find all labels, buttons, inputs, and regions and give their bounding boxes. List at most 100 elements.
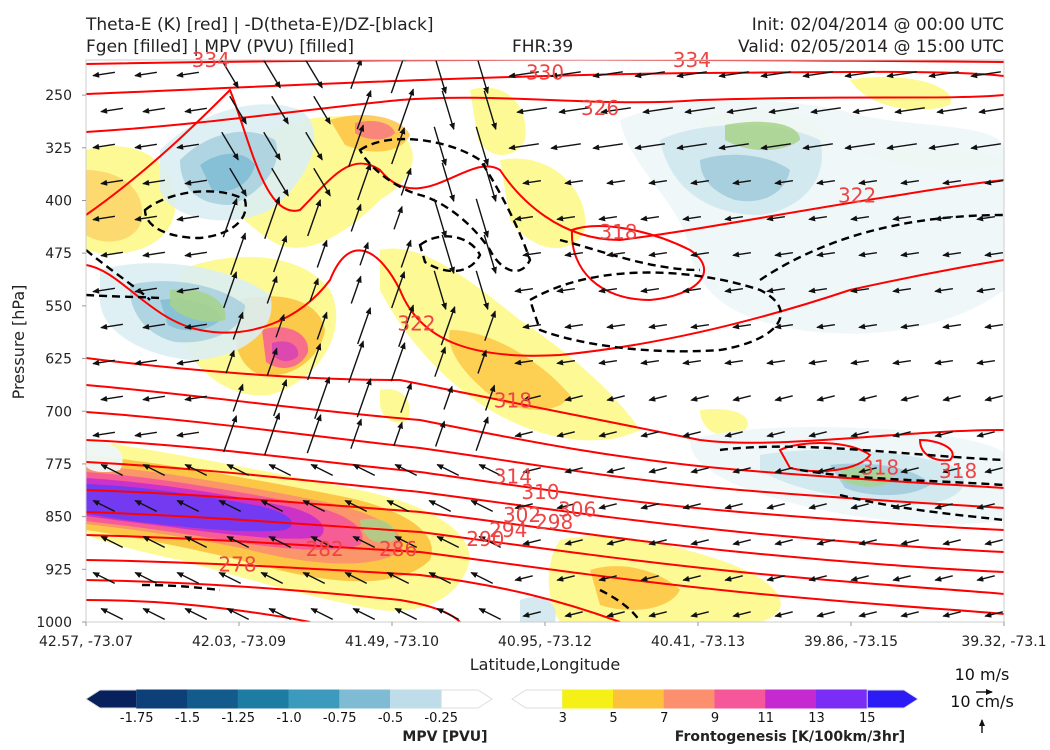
wind-vector: [134, 71, 157, 78]
wind-vector: [808, 431, 827, 438]
wind-vector: [264, 412, 281, 455]
wind-vector: [184, 395, 207, 402]
wind-vector: [816, 395, 835, 402]
wind-vector: [984, 179, 1004, 186]
wind-vector: [260, 572, 284, 584]
dthetae-contour: [759, 213, 1004, 281]
wind-vector: [394, 464, 418, 476]
wind-vector: [816, 539, 835, 546]
wind-vector: [100, 179, 123, 186]
wind-vector: [357, 163, 372, 201]
theta-e-contour-label: 330: [526, 61, 564, 85]
wind-vector: [732, 251, 752, 258]
wind-vector: [357, 307, 372, 345]
colorbar-label: 3: [559, 711, 567, 726]
colorbar-label: -1.25: [221, 711, 255, 726]
wind-vector: [850, 287, 870, 294]
wind-vector: [858, 323, 878, 330]
wind-vector: [440, 305, 456, 346]
wind-vector: [682, 359, 702, 366]
wind-vector: [134, 572, 158, 584]
wind-vector: [564, 323, 584, 330]
wind-vector: [176, 287, 199, 294]
wind-vector: [386, 500, 410, 512]
colorbar-label: -1.5: [175, 711, 200, 726]
wind-vector: [508, 71, 539, 79]
wind-vector: [313, 167, 331, 197]
wind-vector: [313, 95, 331, 125]
wind-vector: [676, 71, 707, 79]
wind-vector: [400, 382, 412, 413]
wind-vector: [134, 143, 157, 150]
wind-vector: [441, 90, 455, 131]
x-axis-title: Latitude,Longitude: [470, 655, 621, 674]
wind-vector: [976, 431, 995, 438]
wind-vector: [522, 323, 542, 330]
wind-vector: [640, 215, 660, 222]
wind-vector: [310, 464, 334, 476]
wind-vector: [477, 349, 487, 374]
wind-vector: [816, 611, 835, 618]
wind-vector: [184, 251, 207, 258]
wind-vector: [598, 287, 618, 294]
wind-vector: [892, 431, 911, 438]
wind-vector: [858, 251, 878, 258]
theta-e-contour-label: 314: [494, 465, 532, 489]
wind-vector: [936, 107, 967, 115]
wind-vector: [724, 431, 743, 438]
wind-vector: [892, 359, 912, 366]
wind-vector: [892, 503, 911, 510]
wind-vector: [598, 215, 618, 222]
wind-vector: [386, 572, 410, 584]
wind-vector: [598, 431, 617, 438]
fgen-region: [470, 87, 526, 155]
wind-vector: [640, 287, 660, 294]
wind-vector: [942, 539, 961, 546]
wind-vector: [682, 431, 701, 438]
colorbar-swatch: [866, 689, 919, 709]
colorbar-label: -0.5: [378, 711, 403, 726]
theta-e-contour: [86, 94, 1004, 133]
wind-vector: [352, 464, 376, 476]
wind-vector: [184, 464, 208, 476]
wind-vector: [434, 346, 446, 377]
wind-vector: [934, 287, 954, 294]
wind-vector: [766, 215, 786, 222]
wind-vector: [934, 575, 953, 582]
x-tick-label: 40.41, -73.13: [651, 634, 745, 650]
wind-vector: [475, 126, 489, 167]
wind-vector: [433, 126, 447, 167]
wind-vector: [268, 464, 292, 476]
wind-vector: [441, 234, 455, 275]
colorbar-label: 13: [808, 711, 825, 726]
wind-vector: [483, 234, 497, 275]
wind-vector: [142, 107, 165, 114]
wind-vector: [100, 536, 124, 548]
wind-vector: [483, 162, 497, 203]
theta-e-contour-label: 294: [489, 518, 527, 542]
wind-vector: [900, 251, 920, 258]
wind-vector: [858, 395, 877, 402]
wind-vector: [766, 359, 786, 366]
wind-vector: [732, 323, 752, 330]
wind-vector: [894, 107, 925, 115]
theta-e-contour: [778, 442, 872, 473]
y-tick-label: 925: [45, 562, 72, 578]
wind-vector: [184, 608, 208, 620]
colorbar-swatch: [288, 689, 341, 709]
wind-vector: [305, 60, 323, 89]
wind-vector: [634, 71, 665, 79]
wind-vector: [774, 395, 793, 402]
wind-vector: [802, 71, 833, 79]
wind-vector: [556, 215, 576, 222]
fgen-region: [272, 341, 299, 362]
wind-vector: [226, 464, 250, 476]
y-tick-label: 625: [45, 352, 72, 368]
mpv-region: [200, 153, 255, 192]
wind-vector: [260, 500, 284, 512]
wind-vector: [302, 500, 326, 512]
wind-vector: [435, 60, 447, 95]
wind-vector: [176, 431, 199, 438]
wind-vector: [391, 127, 406, 165]
wind-vector: [682, 287, 702, 294]
